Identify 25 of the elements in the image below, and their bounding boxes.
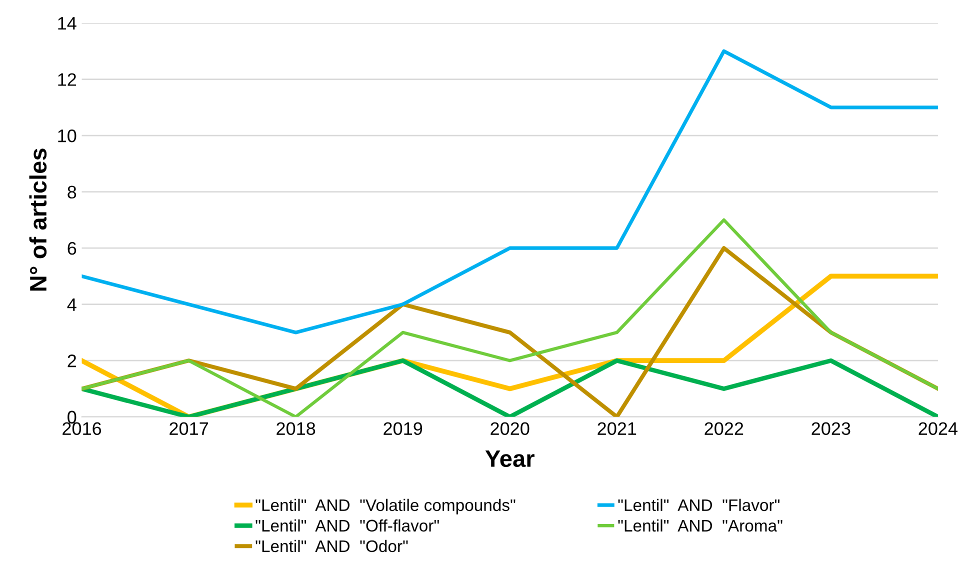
- y-tick-label: 8: [68, 186, 76, 199]
- y-axis-title: N° of articles: [29, 148, 47, 291]
- legend-label: "Lentil" AND "Odor": [256, 540, 408, 552]
- y-tick-label: 10: [58, 129, 76, 142]
- x-tick-label: 2016: [62, 422, 102, 435]
- x-tick-label: 2022: [704, 422, 744, 435]
- y-tick-label: 4: [67, 298, 76, 311]
- x-axis-title: Year: [485, 450, 534, 468]
- y-tick-label: 2: [68, 354, 76, 368]
- x-tick-label: 2017: [170, 422, 208, 435]
- legend-label: "Lentil" AND "Aroma": [618, 519, 782, 532]
- y-tick-label: 14: [58, 17, 76, 30]
- x-tick-label: 2019: [384, 422, 422, 435]
- y-tick-label: 12: [58, 73, 76, 86]
- x-tick-label: 2021: [598, 422, 636, 435]
- legend-label: "Lentil" AND "Volatile compounds": [256, 498, 516, 514]
- x-tick-label: 2020: [490, 422, 530, 435]
- legend-label: "Lentil" AND "Flavor": [618, 498, 780, 512]
- x-tick-label: 2024: [918, 422, 958, 435]
- y-tick-label: 6: [68, 242, 76, 255]
- x-tick-label: 2018: [276, 422, 316, 435]
- y-tick-label: 0: [68, 410, 76, 424]
- legend-label: "Lentil" AND "Off-flavor": [256, 519, 439, 532]
- x-tick-label: 2023: [812, 422, 850, 435]
- line-series: [82, 49, 938, 334]
